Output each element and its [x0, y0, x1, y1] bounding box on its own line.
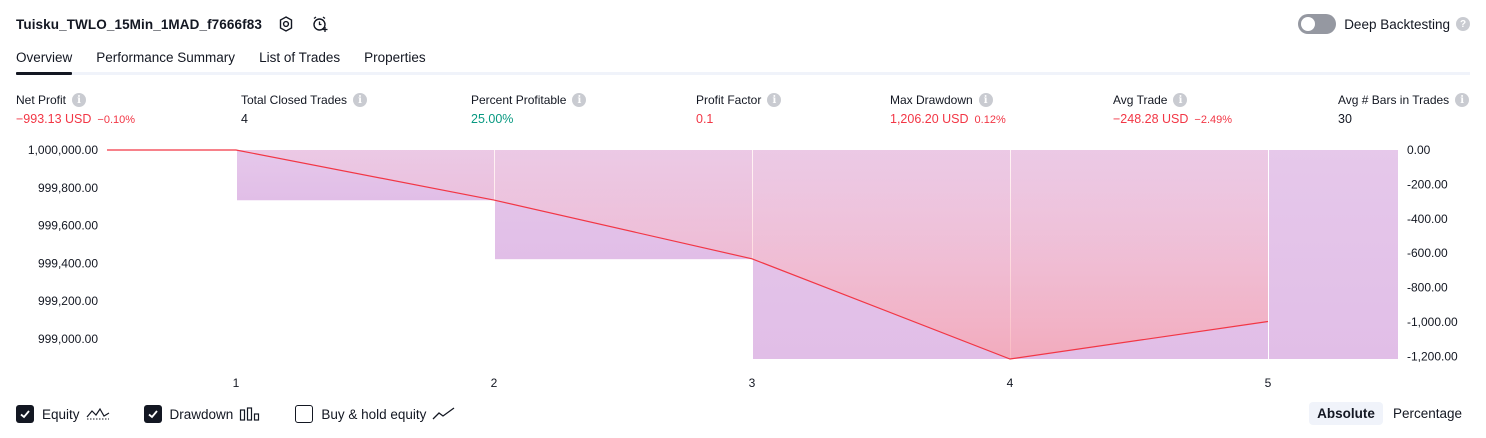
left-axis-tick: 999,400.00	[38, 256, 98, 270]
tab-properties[interactable]: Properties	[364, 50, 426, 65]
stat-value: 4	[241, 112, 248, 126]
equity-line-icon	[86, 406, 110, 422]
equity-checkbox[interactable]	[16, 405, 34, 423]
chart-legend: Equity Drawdown Buy & hold equity Absolu…	[16, 402, 1470, 426]
x-axis: 1 2 3 4 5	[233, 376, 1272, 390]
stat-profit-factor: Profit Factor i 0.1	[696, 93, 782, 126]
x-axis-tick: 2	[491, 376, 498, 390]
equity-line	[107, 149, 1269, 360]
absolute-button[interactable]: Absolute	[1309, 402, 1383, 425]
help-icon[interactable]: ?	[1456, 17, 1470, 31]
stat-label: Total Closed Trades	[241, 93, 348, 107]
info-icon[interactable]: i	[767, 93, 782, 107]
right-axis-tick: -1,200.00	[1407, 349, 1458, 363]
deep-backtesting: Deep Backtesting ?	[1298, 13, 1470, 35]
left-axis-tick: 999,200.00	[38, 294, 98, 308]
drawdown-toggle[interactable]: Drawdown	[143, 405, 262, 423]
stat-total-closed-trades: Total Closed Trades i 4	[241, 93, 368, 126]
stat-value: −993.13 USD	[16, 112, 92, 126]
right-axis-tick: -600.00	[1407, 246, 1448, 260]
right-axis-tick: 0.00	[1407, 143, 1431, 157]
stat-value: 0.1	[696, 112, 714, 126]
left-axis-tick: 999,000.00	[38, 332, 98, 346]
info-icon[interactable]: i	[1455, 93, 1470, 107]
buyhold-toggle[interactable]: Buy & hold equity	[295, 405, 456, 423]
percentage-button[interactable]: Percentage	[1392, 406, 1462, 421]
stat-label: Avg # Bars in Trades	[1338, 93, 1450, 107]
x-axis-tick: 4	[1007, 376, 1014, 390]
stat-value: 25.00%	[471, 112, 514, 126]
info-icon[interactable]: i	[572, 93, 587, 107]
stat-label: Percent Profitable	[471, 93, 567, 107]
strategy-title: Tuisku_TWLO_15Min_1MAD_f7666f83	[16, 16, 262, 32]
stat-percent: −2.49%	[1194, 114, 1233, 126]
equity-drawdown-chart[interactable]: 1,000,000.00 999,800.00 999,600.00 999,400.…	[0, 140, 1486, 392]
strategy-header: Tuisku_TWLO_15Min_1MAD_f7666f83	[16, 13, 330, 35]
stat-value: 1,206.20 USD	[890, 112, 969, 126]
info-icon[interactable]: i	[1173, 93, 1188, 107]
tab-list-of-trades[interactable]: List of Trades	[259, 50, 341, 65]
deep-backtesting-label: Deep Backtesting	[1344, 16, 1450, 32]
toggle-knob	[1301, 17, 1316, 31]
stat-label: Avg Trade	[1113, 93, 1168, 107]
info-icon[interactable]: i	[72, 93, 87, 107]
info-icon[interactable]: i	[978, 93, 993, 107]
left-axis-tick: 1,000,000.00	[28, 143, 98, 157]
stat-avg-bars: Avg # Bars in Trades i 30	[1338, 93, 1470, 126]
right-axis-tick: -400.00	[1407, 212, 1448, 226]
stat-percent: −0.10%	[97, 114, 136, 126]
right-axis-tick: -800.00	[1407, 281, 1448, 295]
add-alert-icon[interactable]	[310, 14, 330, 34]
stat-net-profit: Net Profit i −993.13 USD −0.10%	[16, 93, 135, 126]
stat-value: −248.28 USD	[1113, 112, 1189, 126]
stat-avg-trade: Avg Trade i −248.28 USD −2.49%	[1113, 93, 1232, 126]
drawdown-label: Drawdown	[169, 406, 234, 422]
deep-backtesting-toggle[interactable]	[1298, 14, 1337, 34]
left-axis-tick: 999,800.00	[38, 181, 98, 195]
right-axis-tick: -1,000.00	[1407, 315, 1458, 329]
drawdown-checkbox[interactable]	[143, 405, 162, 423]
drawdown-bars-icon	[239, 406, 261, 422]
stat-percent-profitable: Percent Profitable i 25.00%	[471, 93, 587, 126]
tab-overview[interactable]: Overview	[16, 47, 73, 75]
right-axis: 0.00 -200.00 -400.00 -600.00 -800.00 -1,000.0…	[1407, 143, 1458, 363]
equity-series	[106, 149, 1269, 360]
scale-mode: Absolute Percentage	[1307, 402, 1470, 425]
left-axis: 1,000,000.00 999,800.00 999,600.00 999,400.…	[28, 143, 98, 346]
buyhold-label: Buy & hold equity	[321, 406, 427, 422]
equity-toggle[interactable]: Equity	[16, 405, 110, 423]
stat-value: 30	[1338, 112, 1352, 126]
tab-performance-summary[interactable]: Performance Summary	[96, 50, 236, 65]
buyhold-checkbox[interactable]	[295, 405, 314, 423]
stat-max-drawdown: Max Drawdown i 1,206.20 USD 0.12%	[890, 93, 1006, 126]
right-axis-tick: -200.00	[1407, 177, 1448, 191]
stat-percent: 0.12%	[974, 114, 1006, 126]
info-icon[interactable]: i	[353, 93, 368, 107]
equity-label: Equity	[42, 406, 80, 422]
settings-icon[interactable]	[276, 14, 296, 34]
report-tabs: Overview Performance Summary List of Tra…	[16, 47, 1470, 75]
x-axis-tick: 3	[749, 376, 756, 390]
equity-area	[107, 150, 1268, 359]
stat-label: Profit Factor	[696, 93, 762, 107]
x-axis-tick: 1	[233, 376, 240, 390]
overview-stats: Net Profit i −993.13 USD −0.10% Total Clos…	[0, 93, 1486, 133]
drawdown-bar	[1269, 150, 1398, 359]
buyhold-line-icon	[432, 406, 456, 422]
stat-label: Net Profit	[16, 93, 67, 107]
stat-label: Max Drawdown	[890, 93, 973, 107]
x-axis-tick: 5	[1265, 376, 1272, 390]
left-axis-tick: 999,600.00	[38, 219, 98, 233]
